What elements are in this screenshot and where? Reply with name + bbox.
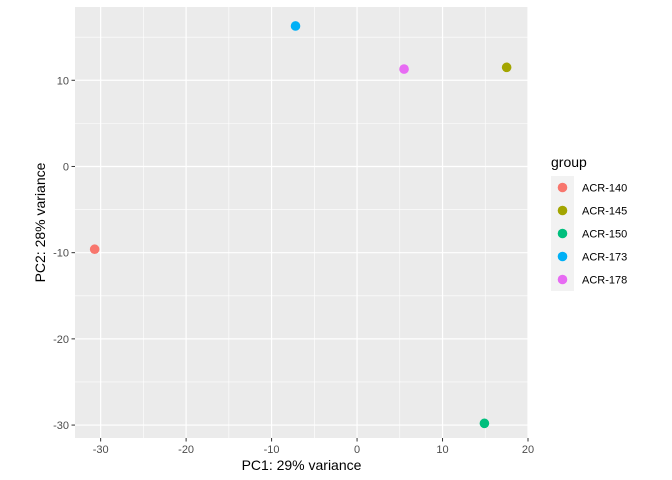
legend-label: ACR-145	[582, 206, 627, 218]
x-tick-label: -30	[93, 444, 109, 456]
y-tick-label: -20	[53, 334, 69, 346]
y-tick-label: 10	[57, 75, 69, 87]
y-axis-ticks: -30 -20 -10 0 10	[53, 75, 75, 432]
legend-label: ACR-140	[582, 183, 627, 195]
x-tick-label: 0	[354, 444, 360, 456]
legend-key-dot	[557, 274, 568, 285]
data-points	[89, 21, 512, 429]
legend-items: ACR-140 ACR-145 ACR-150 ACR-173 ACR-178	[557, 182, 627, 287]
data-point	[501, 62, 512, 73]
data-point	[290, 21, 301, 31]
legend-label: ACR-150	[582, 229, 627, 241]
x-axis-title: PC1: 29% variance	[242, 457, 362, 473]
legend-key-dot	[557, 228, 568, 239]
y-tick-label: 0	[63, 161, 69, 173]
legend-key-dot	[557, 251, 568, 262]
x-tick-label: 20	[522, 444, 534, 456]
minor-gridlines	[75, 7, 528, 438]
x-tick-label: 10	[436, 444, 448, 456]
legend-title: group	[551, 154, 587, 170]
legend-key-dot	[557, 205, 568, 216]
legend-label: ACR-178	[582, 275, 627, 287]
y-tick-label: -10	[53, 248, 69, 260]
data-point	[89, 244, 100, 255]
legend: group ACR-140 ACR-145 ACR-150 ACR-173 ACR-17…	[551, 154, 627, 291]
legend-key-dot	[557, 182, 568, 193]
major-gridlines	[75, 7, 529, 438]
x-tick-label: -10	[264, 444, 280, 456]
x-axis-ticks: -30 -20 -10 0 10 20	[93, 438, 534, 456]
legend-label: ACR-173	[582, 252, 627, 264]
data-point	[479, 418, 490, 429]
y-axis-title: PC2: 28% variance	[32, 162, 48, 282]
x-tick-label: -20	[178, 444, 194, 456]
panel-background	[75, 7, 528, 438]
y-tick-label: -30	[53, 420, 69, 432]
data-point	[399, 64, 409, 74]
